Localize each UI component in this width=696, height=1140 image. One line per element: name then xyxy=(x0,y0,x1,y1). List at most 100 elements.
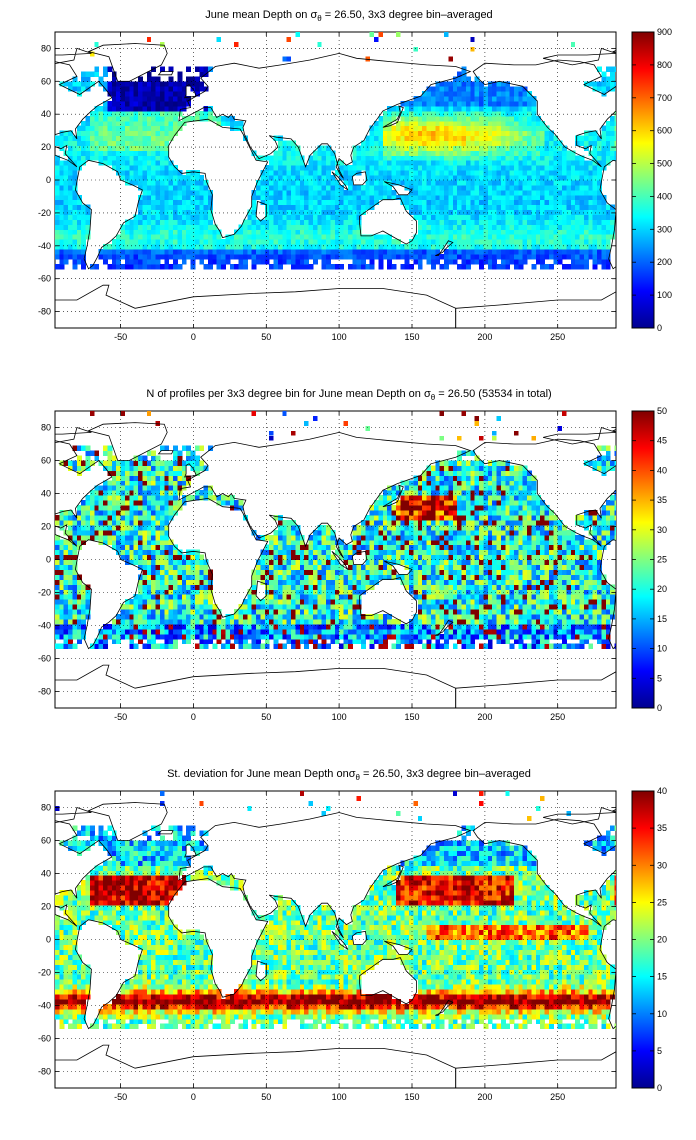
bin-cell xyxy=(308,618,314,625)
bin-cell xyxy=(356,209,362,215)
bin-cell xyxy=(76,529,82,536)
bin-cell xyxy=(326,180,331,186)
bin-cell xyxy=(103,529,108,536)
bin-cell xyxy=(199,574,205,580)
bin-cell xyxy=(605,244,611,250)
bin-cell xyxy=(505,219,511,225)
bin-cell xyxy=(391,150,397,156)
bin-cell xyxy=(505,249,511,255)
y-tick-label: 60 xyxy=(41,76,51,86)
bin-cell xyxy=(120,539,126,546)
bin-cell xyxy=(68,460,73,466)
bin-cell xyxy=(177,470,183,476)
bin-cell xyxy=(549,130,554,137)
bin-cell xyxy=(133,150,139,156)
bin-cell xyxy=(269,234,275,240)
bin-cell xyxy=(369,140,375,146)
bin-cell xyxy=(203,594,209,600)
bin-cell xyxy=(55,170,60,176)
bin-cell xyxy=(76,465,82,471)
bin-cell xyxy=(203,574,209,580)
bin-cell xyxy=(146,618,152,625)
bin-cell xyxy=(177,569,183,575)
bin-cell xyxy=(107,450,113,456)
bin-cell xyxy=(522,175,528,181)
bin-cell xyxy=(72,175,78,181)
bin-cell xyxy=(343,214,349,220)
bin-cell xyxy=(159,180,165,186)
bin-cell xyxy=(365,249,371,255)
bin-cell xyxy=(487,180,493,186)
bin-cell xyxy=(159,594,165,600)
bin-cell xyxy=(487,155,493,161)
bin-cell xyxy=(531,115,537,122)
bin-cell xyxy=(264,258,270,265)
bin-cell xyxy=(181,258,187,265)
bin-cell xyxy=(81,584,87,590)
bin-cell xyxy=(199,623,205,630)
bin-cell xyxy=(479,254,484,260)
bin-cell xyxy=(98,490,104,496)
bin-cell xyxy=(260,219,266,225)
bin-cell xyxy=(76,229,82,235)
bin-cell xyxy=(400,263,406,270)
bin-cell xyxy=(94,495,100,501)
bin-cell xyxy=(55,544,60,551)
bin-cell xyxy=(461,194,467,201)
bin-cell xyxy=(173,224,178,230)
bin-cell xyxy=(173,194,178,201)
bin-cell xyxy=(251,234,257,240)
bin-cell xyxy=(277,564,283,570)
bin-cell xyxy=(465,76,471,82)
bin-cell xyxy=(107,120,113,127)
bin-cell xyxy=(277,515,283,521)
bin-cell xyxy=(356,254,362,260)
bin-cell xyxy=(426,258,432,265)
bin-cell xyxy=(203,623,209,630)
bin-cell xyxy=(155,145,161,151)
bin-cell xyxy=(142,515,148,521)
bin-cell xyxy=(553,160,559,166)
bin-cell xyxy=(361,204,366,211)
bin-cell xyxy=(216,638,222,645)
bin-cell xyxy=(299,599,305,605)
bin-cell xyxy=(334,224,340,230)
bin-cell xyxy=(492,165,497,171)
bin-cell xyxy=(181,194,187,201)
bin-cell xyxy=(151,465,157,471)
bin-cell xyxy=(177,599,183,605)
bin-cell xyxy=(457,214,463,220)
bin-cell xyxy=(68,189,73,196)
bin-cell xyxy=(238,609,244,615)
bin-cell xyxy=(251,239,257,245)
bin-cell xyxy=(588,204,594,211)
bin-cell xyxy=(382,145,388,151)
bin-cell xyxy=(435,120,441,127)
bin-cell xyxy=(138,96,143,102)
bin-cell xyxy=(291,189,296,196)
bin-cell xyxy=(347,214,353,220)
bin-cell xyxy=(557,194,563,201)
bin-cell xyxy=(422,239,428,245)
bin-cell xyxy=(225,115,231,122)
chart-title: N of profiles per 3x3 degree bin for Jun… xyxy=(146,388,551,402)
bin-cell xyxy=(426,91,432,97)
bin-cell xyxy=(247,229,253,235)
bin-cell xyxy=(444,130,449,137)
bin-cell xyxy=(409,254,414,260)
bin-cell xyxy=(518,258,524,265)
bin-cell xyxy=(430,170,436,176)
bin-cell xyxy=(374,249,379,255)
bin-cell xyxy=(216,239,222,245)
bin-cell xyxy=(76,254,82,260)
bin-cell xyxy=(260,234,266,240)
bin-cell xyxy=(500,170,506,176)
bin-cell xyxy=(177,81,183,87)
bin-cell xyxy=(496,115,502,122)
bin-cell xyxy=(221,623,226,630)
bin-cell xyxy=(260,229,266,235)
bin-cell xyxy=(496,244,502,250)
bin-cell xyxy=(522,244,528,250)
bin-cell xyxy=(312,155,318,161)
bin-cell xyxy=(177,584,183,590)
